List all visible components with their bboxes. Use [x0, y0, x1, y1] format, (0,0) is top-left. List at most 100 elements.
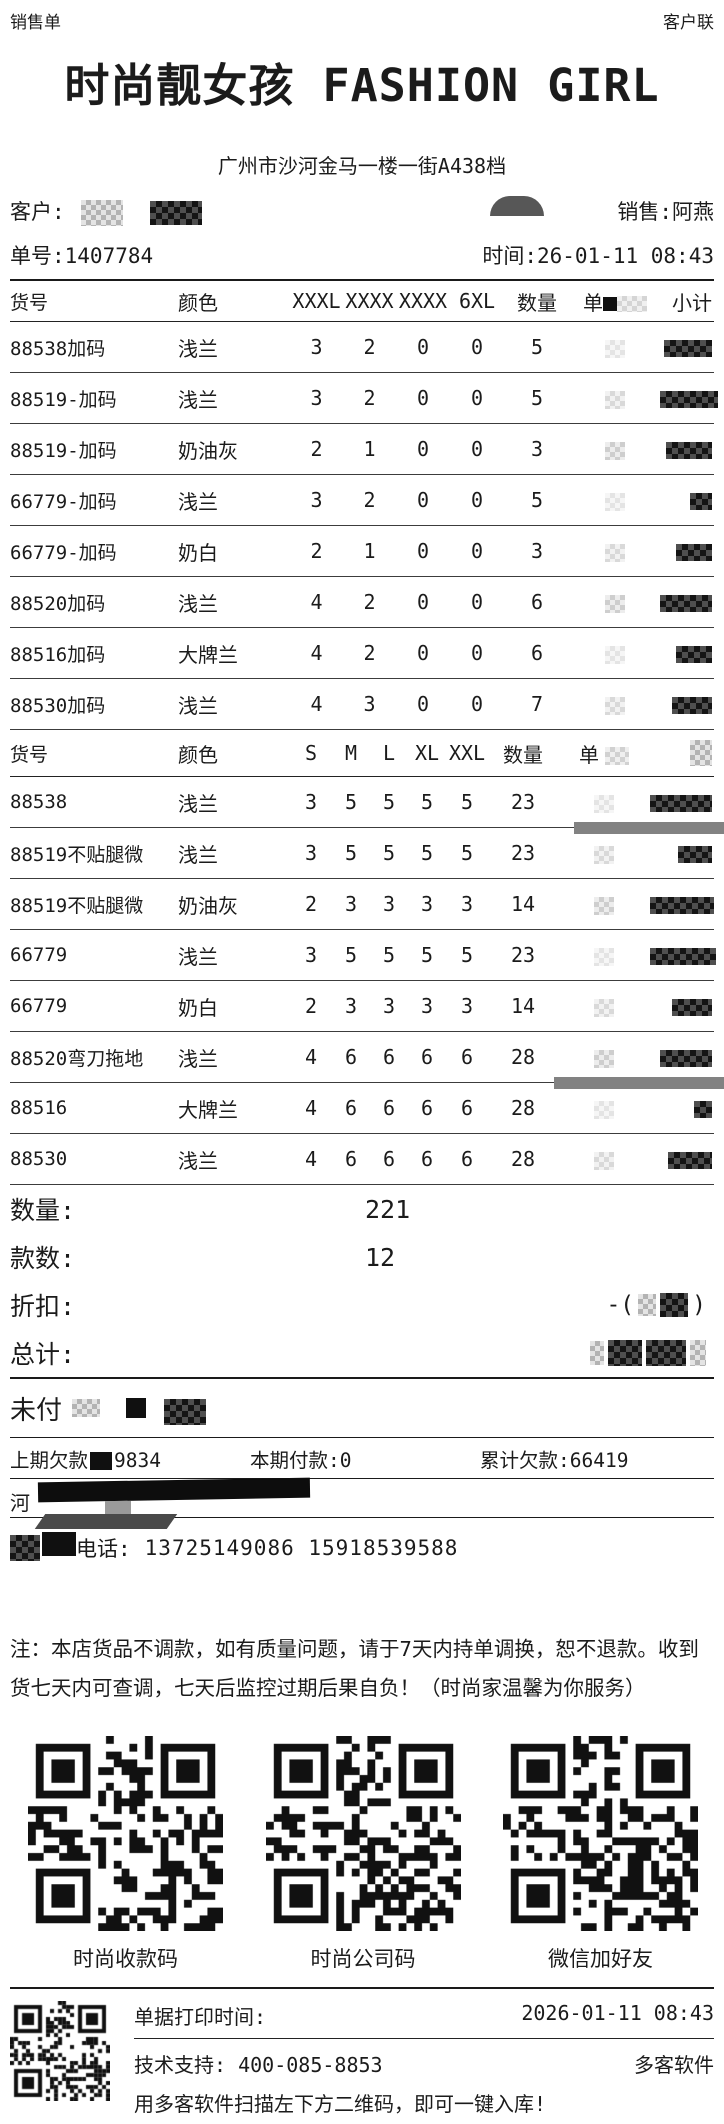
size-qty-cell: 6: [344, 1147, 358, 1171]
price-cell-redacted: [558, 1045, 650, 1069]
redaction-block: [72, 1399, 101, 1417]
color-cell: 浅兰: [178, 842, 218, 867]
size-qty-cell: 5: [420, 841, 434, 865]
table-row: 88516加码 大牌兰 4 2 0 0 6: [10, 628, 714, 679]
price-cell-redacted: [558, 841, 650, 865]
redaction-block: [42, 1532, 76, 1556]
redaction-block: [126, 1398, 147, 1418]
price-cell-redacted: [558, 943, 650, 967]
footer: 单据打印时间: 2026-01-11 08:43 技术支持: 400-085-8…: [10, 2001, 714, 2117]
col-size: XXXL: [292, 289, 341, 313]
size-qty-cell: 2: [363, 641, 376, 665]
divider: [10, 1517, 714, 1518]
col-size: 6XL: [458, 289, 496, 313]
table2-header: 货号 颜色 S M L XL XXL 数量 单: [10, 730, 714, 777]
redaction-blob: [490, 196, 544, 216]
doc-type-label: 销售单: [10, 13, 61, 33]
redaction-block: [690, 1340, 706, 1366]
size-qty-cell: 4: [304, 1096, 318, 1120]
color-cell: 奶油灰: [178, 438, 238, 463]
size-qty-cell: 3: [420, 994, 434, 1018]
qty-cell: 28: [510, 1045, 536, 1069]
summary-discount-label: 折扣:: [10, 1292, 76, 1321]
sku-cell: 88530: [10, 1148, 68, 1170]
previous-debt-label: 上期欠款: [10, 1448, 89, 1472]
subtotal-cell-redacted: [650, 892, 716, 916]
top-bar: 销售单 客户联: [10, 0, 714, 33]
redaction-block: [676, 646, 712, 663]
size-qty-cell: 5: [460, 841, 474, 865]
qty-cell: 23: [510, 841, 536, 865]
col-size: L: [382, 741, 396, 765]
color-cell: 浅兰: [178, 591, 218, 616]
divider: [10, 279, 714, 281]
size-qty-cell: 0: [470, 641, 484, 665]
customer-label: 客户:: [10, 196, 202, 226]
price-cell-redacted: [570, 692, 660, 716]
print-time-value: 2026-01-11 08:43: [521, 2001, 714, 2025]
redaction-block: [694, 1101, 712, 1118]
table-row: 88538加码 浅兰 3 2 0 0 5: [10, 322, 714, 373]
size-qty-cell: 0: [470, 335, 484, 359]
previous-debt: 上期欠款 9834: [10, 1444, 250, 1473]
redaction-block: [594, 998, 614, 1017]
size-qty-cell: 5: [382, 790, 396, 814]
wechat-qr-code: [503, 1736, 698, 1931]
size-qty-cell: 6: [382, 1096, 396, 1120]
phone-row: 电话: 13725149086 15918539588: [10, 1514, 714, 1578]
order-row: 单号:1407784 时间:26-01-11 08:43: [10, 240, 714, 270]
size-qty-cell: 3: [304, 790, 318, 814]
payment-qr-code: [28, 1736, 223, 1931]
summary-styles-label: 款数:: [10, 1244, 76, 1273]
size-qty-cell: 2: [363, 335, 376, 359]
redaction-block: [105, 1501, 131, 1517]
col-price-partial-text: 单: [583, 290, 603, 315]
price-cell-redacted: [570, 437, 660, 461]
size-qty-cell: 6: [460, 1096, 474, 1120]
price-cell-redacted: [558, 994, 650, 1018]
divider: [10, 1377, 714, 1379]
sales-label: 销售:阿燕: [617, 200, 714, 224]
size-qty-cell: 0: [416, 386, 430, 410]
subtotal-cell-redacted: [650, 790, 714, 814]
col-qty: 数量: [503, 742, 543, 767]
price-cell-redacted: [570, 488, 660, 512]
size-qty-cell: 0: [416, 692, 430, 716]
redaction-block: [660, 1050, 712, 1067]
previous-debt-value: 9834: [114, 1448, 161, 1472]
size-qty-cell: 3: [310, 386, 323, 410]
color-cell: 浅兰: [178, 336, 218, 361]
sku-cell: 88520加码: [10, 592, 106, 615]
redaction-block: [666, 442, 712, 459]
divider: [10, 1987, 714, 1989]
size-qty-cell: 2: [310, 539, 323, 563]
print-time-label: 单据打印时间:: [134, 2005, 267, 2029]
size-qty-cell: 6: [420, 1096, 434, 1120]
summary-total-row: 总计:: [10, 1329, 714, 1377]
color-cell: 浅兰: [178, 693, 218, 718]
col-color: 颜色: [178, 742, 218, 767]
summary-qty-label: 数量:: [10, 1196, 76, 1225]
qty-cell: 7: [530, 692, 544, 716]
size-qty-cell: 0: [470, 692, 484, 716]
qty-cell: 14: [510, 892, 536, 916]
redaction-block: [650, 948, 716, 965]
redaction-block: [672, 697, 712, 714]
color-cell: 浅兰: [178, 1148, 218, 1173]
qty-cell: 5: [530, 335, 544, 359]
price-cell-redacted: [558, 790, 650, 814]
size-qty-cell: 6: [382, 1045, 396, 1069]
size-qty-cell: 6: [344, 1045, 358, 1069]
store-title: 时尚靓女孩 FASHION GIRL: [64, 59, 660, 112]
customer-label-text: 客户:: [10, 200, 65, 224]
redaction-bar: [34, 1514, 178, 1529]
qty-cell: 3: [530, 539, 544, 563]
customer-redaction: [81, 200, 124, 226]
policy-note: 注：本店货品不调款，如有质量问题，请于7天内持单调换，恕不退款。收到货七天内可查…: [10, 1637, 699, 1700]
redaction-block: [605, 696, 625, 715]
sku-cell: 88530加码: [10, 694, 106, 717]
redaction-block: [594, 1049, 614, 1068]
sku-cell: 88519不贴腿微: [10, 894, 144, 917]
redaction-block: [660, 1293, 689, 1317]
table-row: 66779-加码 奶白 2 1 0 0 3: [10, 526, 714, 577]
